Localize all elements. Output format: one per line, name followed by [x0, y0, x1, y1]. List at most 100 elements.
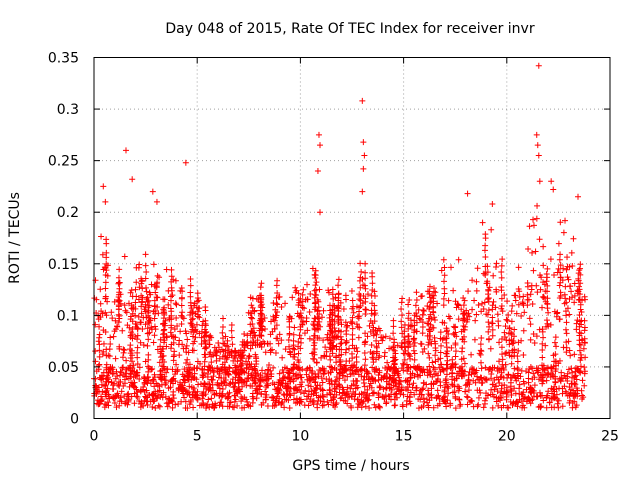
data-point	[571, 292, 578, 299]
data-point	[119, 354, 126, 361]
data-point	[357, 284, 364, 291]
data-point	[329, 321, 336, 328]
data-point	[489, 302, 496, 309]
data-point	[256, 341, 263, 348]
data-point	[259, 376, 266, 383]
data-point	[340, 372, 347, 379]
data-point	[232, 380, 239, 387]
data-point	[157, 368, 164, 375]
data-point	[247, 382, 254, 389]
data-point	[375, 392, 382, 399]
data-point	[175, 341, 182, 348]
data-point	[450, 330, 457, 337]
data-point	[336, 370, 343, 377]
data-point	[136, 364, 143, 371]
data-point	[182, 398, 189, 405]
data-point	[295, 290, 302, 297]
data-point	[486, 323, 493, 330]
data-point	[482, 253, 489, 260]
data-point	[398, 324, 405, 331]
data-point	[441, 264, 448, 271]
data-point	[304, 281, 311, 288]
data-point	[257, 310, 264, 317]
data-point	[274, 385, 281, 392]
data-point	[115, 311, 122, 318]
data-point	[161, 326, 168, 333]
data-point	[530, 330, 537, 337]
data-point	[310, 349, 317, 356]
data-point	[153, 294, 160, 301]
data-point	[116, 345, 123, 352]
data-point	[562, 283, 569, 290]
data-point	[501, 329, 508, 336]
data-point	[564, 378, 571, 385]
data-point	[272, 306, 279, 313]
y-tick-label: 0.15	[48, 257, 79, 273]
data-point	[96, 334, 103, 341]
data-point	[332, 328, 339, 335]
data-point	[220, 315, 227, 322]
data-point	[563, 266, 570, 273]
data-point	[581, 335, 588, 342]
data-point	[265, 362, 272, 369]
data-point	[315, 397, 322, 404]
data-point	[376, 352, 383, 359]
data-point	[160, 352, 167, 359]
data-point	[362, 338, 369, 345]
data-point	[444, 353, 451, 360]
data-point	[317, 142, 324, 149]
data-point	[190, 340, 197, 347]
data-point	[459, 373, 466, 380]
data-point	[423, 396, 430, 403]
data-point	[470, 377, 477, 384]
data-point	[564, 392, 571, 399]
data-point	[300, 286, 307, 293]
data-point	[310, 376, 317, 383]
data-point	[368, 384, 375, 391]
data-point	[132, 299, 139, 306]
data-point	[420, 308, 427, 315]
data-point	[381, 349, 388, 356]
data-point	[557, 219, 564, 226]
data-point	[432, 340, 439, 347]
data-point	[413, 319, 420, 326]
data-point	[213, 357, 220, 364]
data-point	[335, 327, 342, 334]
data-point	[303, 314, 310, 321]
data-point	[112, 317, 119, 324]
data-point	[521, 404, 528, 411]
data-point	[544, 300, 551, 307]
data-point	[524, 395, 531, 402]
data-point	[196, 314, 203, 321]
data-point	[578, 330, 585, 337]
data-point	[477, 389, 484, 396]
data-point	[425, 320, 432, 327]
data-point	[501, 292, 508, 299]
data-point	[525, 379, 532, 386]
data-point	[515, 399, 522, 406]
data-point	[473, 278, 480, 285]
data-point	[179, 371, 186, 378]
data-point	[141, 389, 148, 396]
data-point	[151, 374, 158, 381]
y-tick-label: 0.05	[48, 360, 79, 376]
data-point	[229, 404, 236, 411]
data-point	[470, 403, 477, 410]
data-point	[362, 306, 369, 313]
data-point	[419, 293, 426, 300]
data-point	[413, 313, 420, 320]
data-point	[530, 393, 537, 400]
data-point	[114, 372, 121, 379]
data-point	[484, 280, 491, 287]
data-point	[130, 382, 137, 389]
data-point	[109, 386, 116, 393]
data-point	[391, 376, 398, 383]
data-point	[576, 311, 583, 318]
data-point	[271, 317, 278, 324]
data-point	[506, 352, 513, 359]
data-point	[336, 382, 343, 389]
data-point	[411, 350, 418, 357]
data-point	[130, 383, 137, 390]
data-point	[350, 309, 357, 316]
data-point	[139, 298, 146, 305]
